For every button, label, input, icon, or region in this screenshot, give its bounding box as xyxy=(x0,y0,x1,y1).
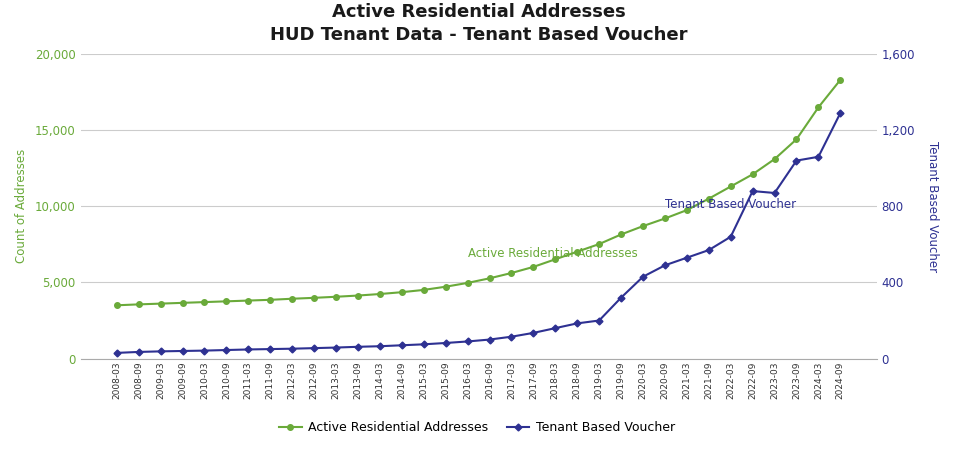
Text: Active Residential Addresses: Active Residential Addresses xyxy=(467,247,637,260)
Tenant Based Voucher xyxy=(637,274,648,279)
Tenant Based Voucher xyxy=(330,345,341,350)
Active Residential Addresses xyxy=(746,171,758,177)
Active Residential Addresses xyxy=(812,104,823,110)
Tenant Based Voucher xyxy=(417,342,429,347)
Active Residential Addresses xyxy=(395,289,407,295)
Active Residential Addresses xyxy=(198,299,210,305)
Tenant Based Voucher xyxy=(264,346,275,352)
Tenant Based Voucher xyxy=(768,190,780,196)
Active Residential Addresses xyxy=(505,270,517,276)
Legend: Active Residential Addresses, Tenant Based Voucher: Active Residential Addresses, Tenant Bas… xyxy=(274,416,679,439)
Active Residential Addresses xyxy=(593,241,604,247)
Tenant Based Voucher xyxy=(724,234,736,239)
Tenant Based Voucher xyxy=(395,342,407,348)
Active Residential Addresses xyxy=(680,207,692,213)
Tenant Based Voucher xyxy=(746,189,758,194)
Tenant Based Voucher xyxy=(571,321,582,326)
Active Residential Addresses xyxy=(132,302,144,307)
Tenant Based Voucher xyxy=(680,255,692,261)
Active Residential Addresses xyxy=(483,276,495,281)
Active Residential Addresses xyxy=(154,301,166,306)
Tenant Based Voucher xyxy=(132,349,144,355)
Tenant Based Voucher xyxy=(176,348,188,354)
Active Residential Addresses xyxy=(374,291,385,297)
Tenant Based Voucher xyxy=(286,346,297,351)
Tenant Based Voucher xyxy=(790,158,801,163)
Tenant Based Voucher xyxy=(439,340,451,346)
Active Residential Addresses xyxy=(352,293,363,298)
Active Residential Addresses xyxy=(834,77,845,83)
Active Residential Addresses xyxy=(264,297,275,302)
Tenant Based Voucher xyxy=(834,110,845,116)
Active Residential Addresses xyxy=(527,264,538,270)
Active Residential Addresses xyxy=(242,298,253,303)
Active Residential Addresses xyxy=(790,137,801,142)
Tenant Based Voucher xyxy=(242,347,253,352)
Tenant Based Voucher xyxy=(198,348,210,353)
Active Residential Addresses xyxy=(549,256,560,262)
Tenant Based Voucher xyxy=(374,343,385,349)
Active Residential Addresses xyxy=(702,196,714,202)
Active Residential Addresses xyxy=(615,232,626,237)
Tenant Based Voucher xyxy=(220,347,232,353)
Active Residential Addresses xyxy=(111,302,122,308)
Y-axis label: Count of Addresses: Count of Addresses xyxy=(15,149,28,263)
Tenant Based Voucher xyxy=(659,263,670,268)
Title: Active Residential Addresses
HUD Tenant Data - Tenant Based Voucher: Active Residential Addresses HUD Tenant … xyxy=(270,3,686,44)
Active Residential Addresses xyxy=(308,295,319,301)
Tenant Based Voucher xyxy=(812,154,823,159)
Line: Tenant Based Voucher: Tenant Based Voucher xyxy=(114,111,841,356)
Active Residential Addresses xyxy=(659,216,670,221)
Active Residential Addresses xyxy=(571,249,582,254)
Text: Tenant Based Voucher: Tenant Based Voucher xyxy=(664,198,795,211)
Active Residential Addresses xyxy=(330,294,341,299)
Active Residential Addresses xyxy=(637,223,648,229)
Active Residential Addresses xyxy=(286,296,297,302)
Y-axis label: Tenant Based Voucher: Tenant Based Voucher xyxy=(925,141,938,272)
Tenant Based Voucher xyxy=(308,346,319,351)
Active Residential Addresses xyxy=(461,280,473,286)
Active Residential Addresses xyxy=(417,287,429,292)
Tenant Based Voucher xyxy=(461,339,473,344)
Active Residential Addresses xyxy=(768,157,780,162)
Tenant Based Voucher xyxy=(111,350,122,356)
Line: Active Residential Addresses: Active Residential Addresses xyxy=(113,77,842,308)
Tenant Based Voucher xyxy=(483,337,495,342)
Active Residential Addresses xyxy=(439,284,451,289)
Active Residential Addresses xyxy=(220,299,232,304)
Active Residential Addresses xyxy=(724,184,736,189)
Tenant Based Voucher xyxy=(549,325,560,331)
Tenant Based Voucher xyxy=(593,318,604,323)
Tenant Based Voucher xyxy=(527,330,538,336)
Tenant Based Voucher xyxy=(154,349,166,354)
Tenant Based Voucher xyxy=(615,295,626,301)
Tenant Based Voucher xyxy=(505,334,517,339)
Tenant Based Voucher xyxy=(352,344,363,350)
Tenant Based Voucher xyxy=(702,248,714,253)
Active Residential Addresses xyxy=(176,300,188,306)
